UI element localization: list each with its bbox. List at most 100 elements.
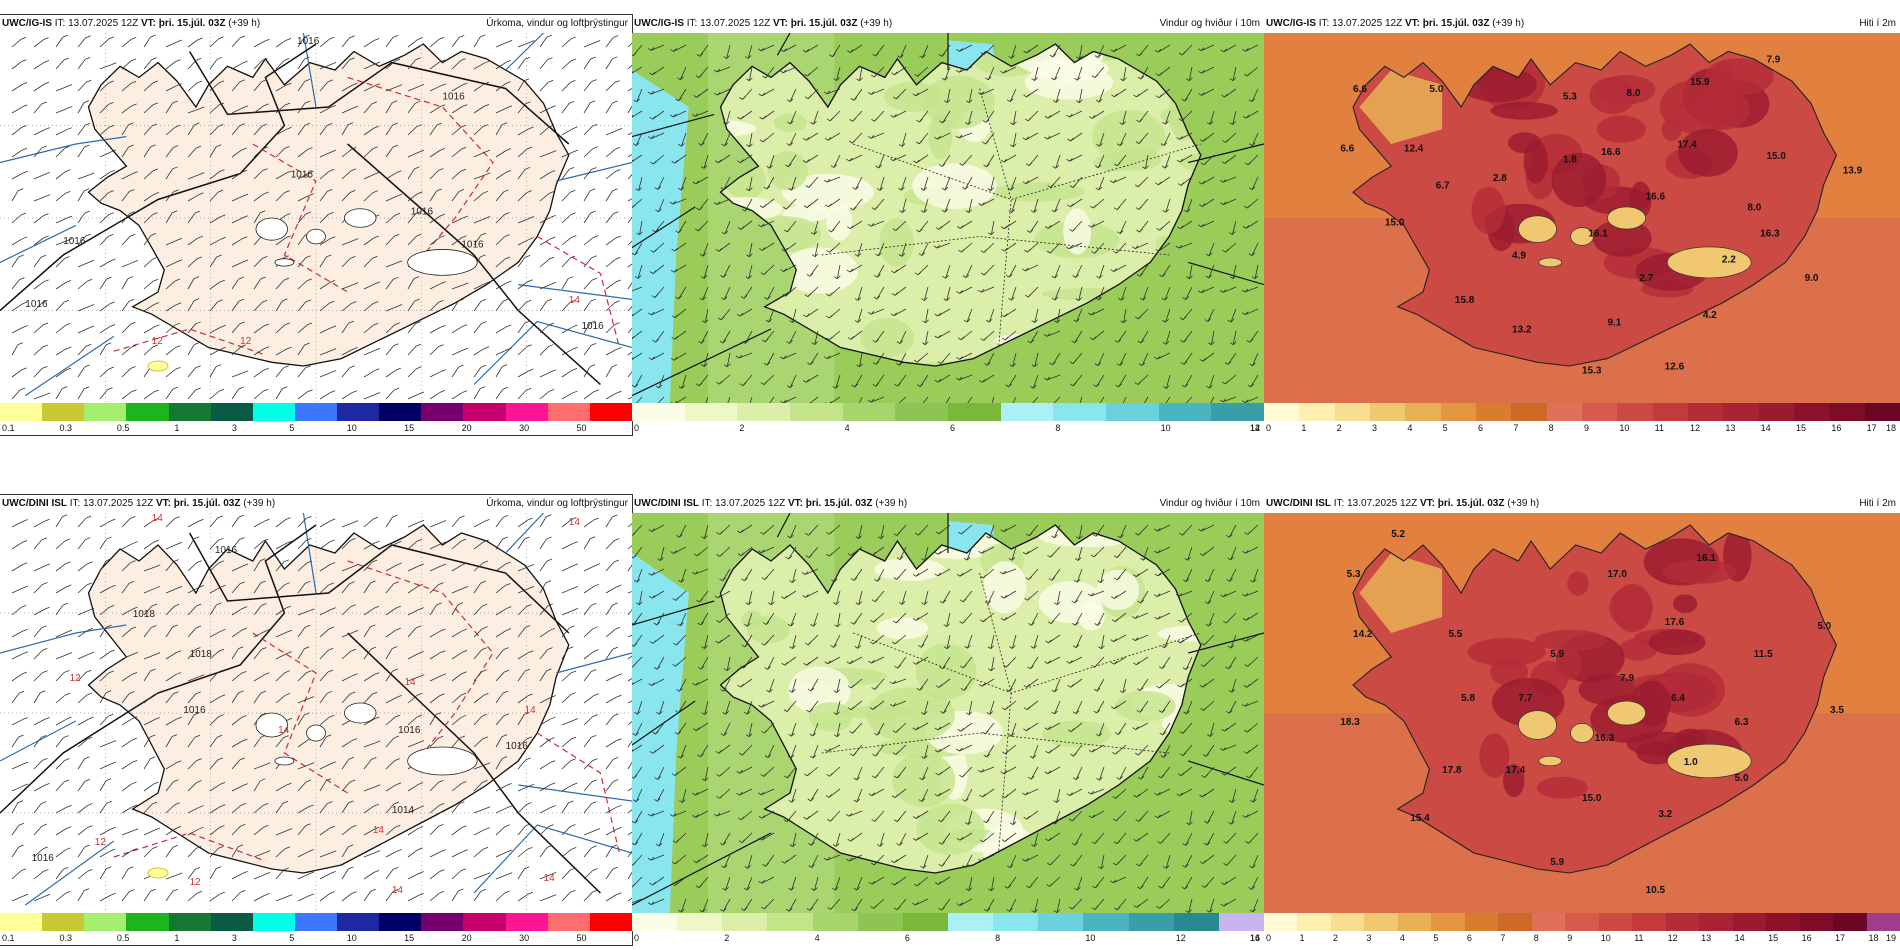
wind-barb-feather [83, 888, 90, 892]
wind-barb-feather [173, 189, 179, 193]
wind-arrow [1201, 286, 1215, 294]
wind-arrow-head [1179, 752, 1187, 757]
wind-barb-feather [569, 101, 575, 104]
wind-barb [341, 846, 349, 858]
wind-barb [143, 519, 155, 528]
wind-barb-feather [287, 894, 293, 897]
wind-barb-feather [504, 890, 510, 894]
wind-barb [341, 59, 350, 70]
wind-barb-feather [572, 563, 579, 567]
wind-barb [99, 104, 109, 114]
color-scale-tick: 50 [576, 423, 587, 433]
wind-barb-feather [110, 149, 117, 153]
wind-arrow [1157, 788, 1171, 796]
wind-arrow [857, 242, 863, 257]
wind-barb-feather [195, 691, 201, 695]
wind-arrow [1120, 524, 1127, 538]
temperature-label: 8.0 [1747, 203, 1761, 214]
wind-arrow-head [1112, 750, 1119, 755]
wind-barb [539, 807, 551, 814]
wind-arrow [944, 198, 951, 213]
wind-barb-feather [218, 714, 224, 718]
color-scale-swatch [1211, 403, 1264, 421]
wind-arrow-head [632, 357, 634, 360]
wind-barb-feather [304, 78, 311, 82]
wind-arrow [635, 132, 643, 146]
wind-arrow-head [1158, 665, 1166, 669]
wind-arrow [1161, 264, 1171, 277]
wind-arrow [1201, 88, 1215, 96]
wind-arrow-head [1199, 358, 1207, 362]
wind-arrow [632, 678, 643, 685]
wind-arrow [1098, 176, 1105, 191]
color-scale-swatch [294, 403, 339, 421]
wind-arrow [1161, 656, 1171, 669]
wind-arrow-head [826, 530, 833, 535]
wind-arrow-head [830, 164, 838, 168]
wind-arrow [1156, 590, 1171, 597]
wind-barb [187, 344, 195, 356]
wind-arrow [1009, 678, 1017, 692]
wind-barb-feather [153, 781, 159, 785]
wind-barb [583, 651, 594, 660]
wind-arrow [946, 612, 951, 627]
wind-arrow-head [1051, 710, 1058, 715]
wind-barb [341, 149, 352, 158]
wind-arrow [990, 220, 995, 235]
wind-arrow-head [715, 750, 723, 754]
wind-arrow-head [856, 363, 863, 368]
color-scale-swatch [0, 913, 44, 931]
wind-arrow [740, 524, 753, 534]
wind-barb-feather [172, 210, 178, 214]
temperature-label: 17.4 [1677, 140, 1697, 151]
wind-arrow-head [1158, 884, 1165, 889]
wind-arrow-head [1223, 619, 1230, 624]
wind-arrow-head [871, 818, 878, 822]
wind-arrow [1179, 788, 1193, 797]
wind-arrow [696, 722, 709, 731]
wind-arrow-head [1161, 296, 1169, 301]
wind-barb [495, 107, 508, 114]
wind-barb-feather [198, 518, 204, 522]
wind-barb [627, 787, 632, 792]
wind-barb-feather [548, 256, 555, 260]
wind-arrow-head [1155, 72, 1163, 76]
wind-arrow [761, 88, 775, 97]
wind-arrow-head [1000, 528, 1007, 532]
wind-barb-feather [440, 650, 446, 654]
wind-arrow-head [1098, 645, 1105, 650]
temperature-label: 17.6 [1665, 617, 1685, 628]
wind-arrow-head [740, 295, 748, 299]
wind-arrow-head [804, 72, 811, 77]
color-scale-swatch [463, 403, 507, 421]
wind-arrow-head [741, 643, 749, 648]
wind-barb [341, 758, 350, 770]
wind-barb [539, 629, 551, 638]
wind-barb-feather [462, 82, 468, 86]
wind-barb-feather [108, 234, 114, 237]
wind-barb [11, 106, 23, 114]
wind-barb [451, 191, 460, 202]
panel-header: UWC/DINI ISL IT: 13.07.2025 12Z VT: þri.… [632, 495, 1264, 513]
wind-arrow-head [746, 253, 753, 258]
wind-barb [77, 846, 86, 858]
wind-barb [143, 803, 153, 814]
wind-arrow-head [916, 118, 923, 123]
wind-arrow-head [1046, 861, 1054, 866]
wind-barb-feather [370, 646, 377, 650]
wind-arrow [1122, 396, 1127, 403]
wind-barb-feather [546, 298, 552, 302]
wind-arrow-head [914, 358, 921, 363]
wind-barb [99, 626, 107, 638]
wind-barb [253, 852, 266, 858]
wind-barb [539, 718, 551, 726]
wind-barb [407, 807, 420, 814]
wind-barb [297, 234, 306, 246]
wind-arrow [812, 722, 819, 737]
wind-barb-feather [327, 801, 333, 804]
wind-arrow-head [677, 622, 684, 627]
wind-arrow-head [717, 316, 725, 321]
wind-arrow-head [746, 77, 753, 82]
wind-barb-feather [152, 80, 159, 84]
wind-barb-feather [616, 673, 622, 677]
